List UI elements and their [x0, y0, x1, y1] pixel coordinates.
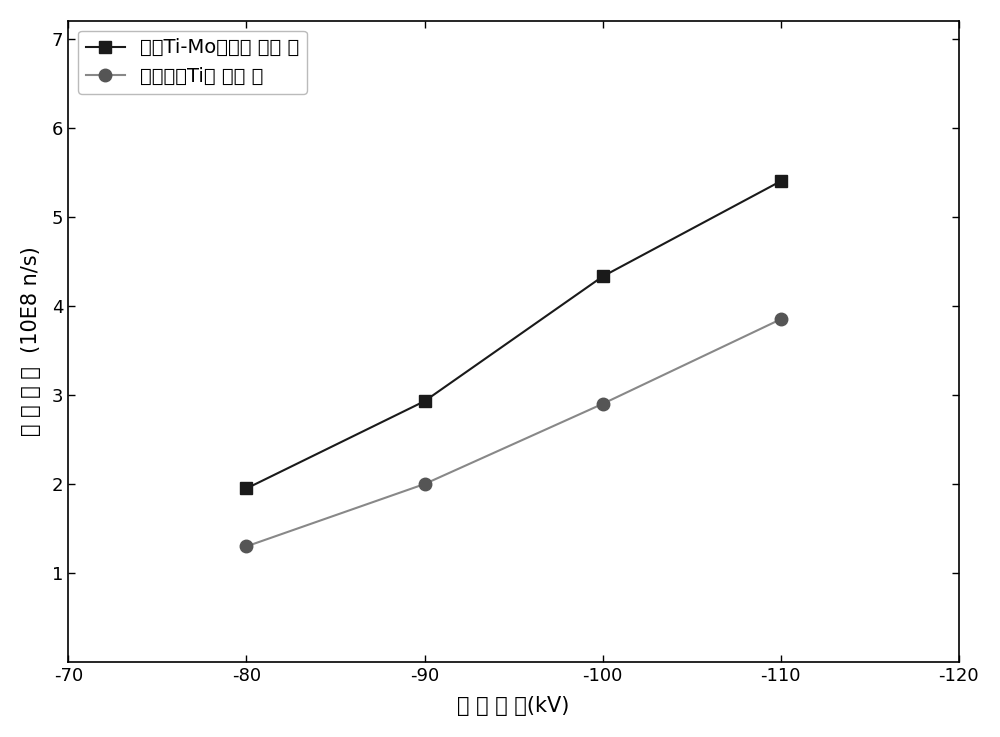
Y-axis label: 中 子 产 额  (10E8 n/s): 中 子 产 额 (10E8 n/s) — [21, 247, 41, 436]
X-axis label: 靶 极 电 压(kV): 靶 极 电 压(kV) — [457, 696, 570, 716]
Legend: 钼基Ti-Mo合金靶 中子 管, 陶瓷基纯Ti靶 中子 管: 钼基Ti-Mo合金靶 中子 管, 陶瓷基纯Ti靶 中子 管 — [78, 30, 307, 94]
